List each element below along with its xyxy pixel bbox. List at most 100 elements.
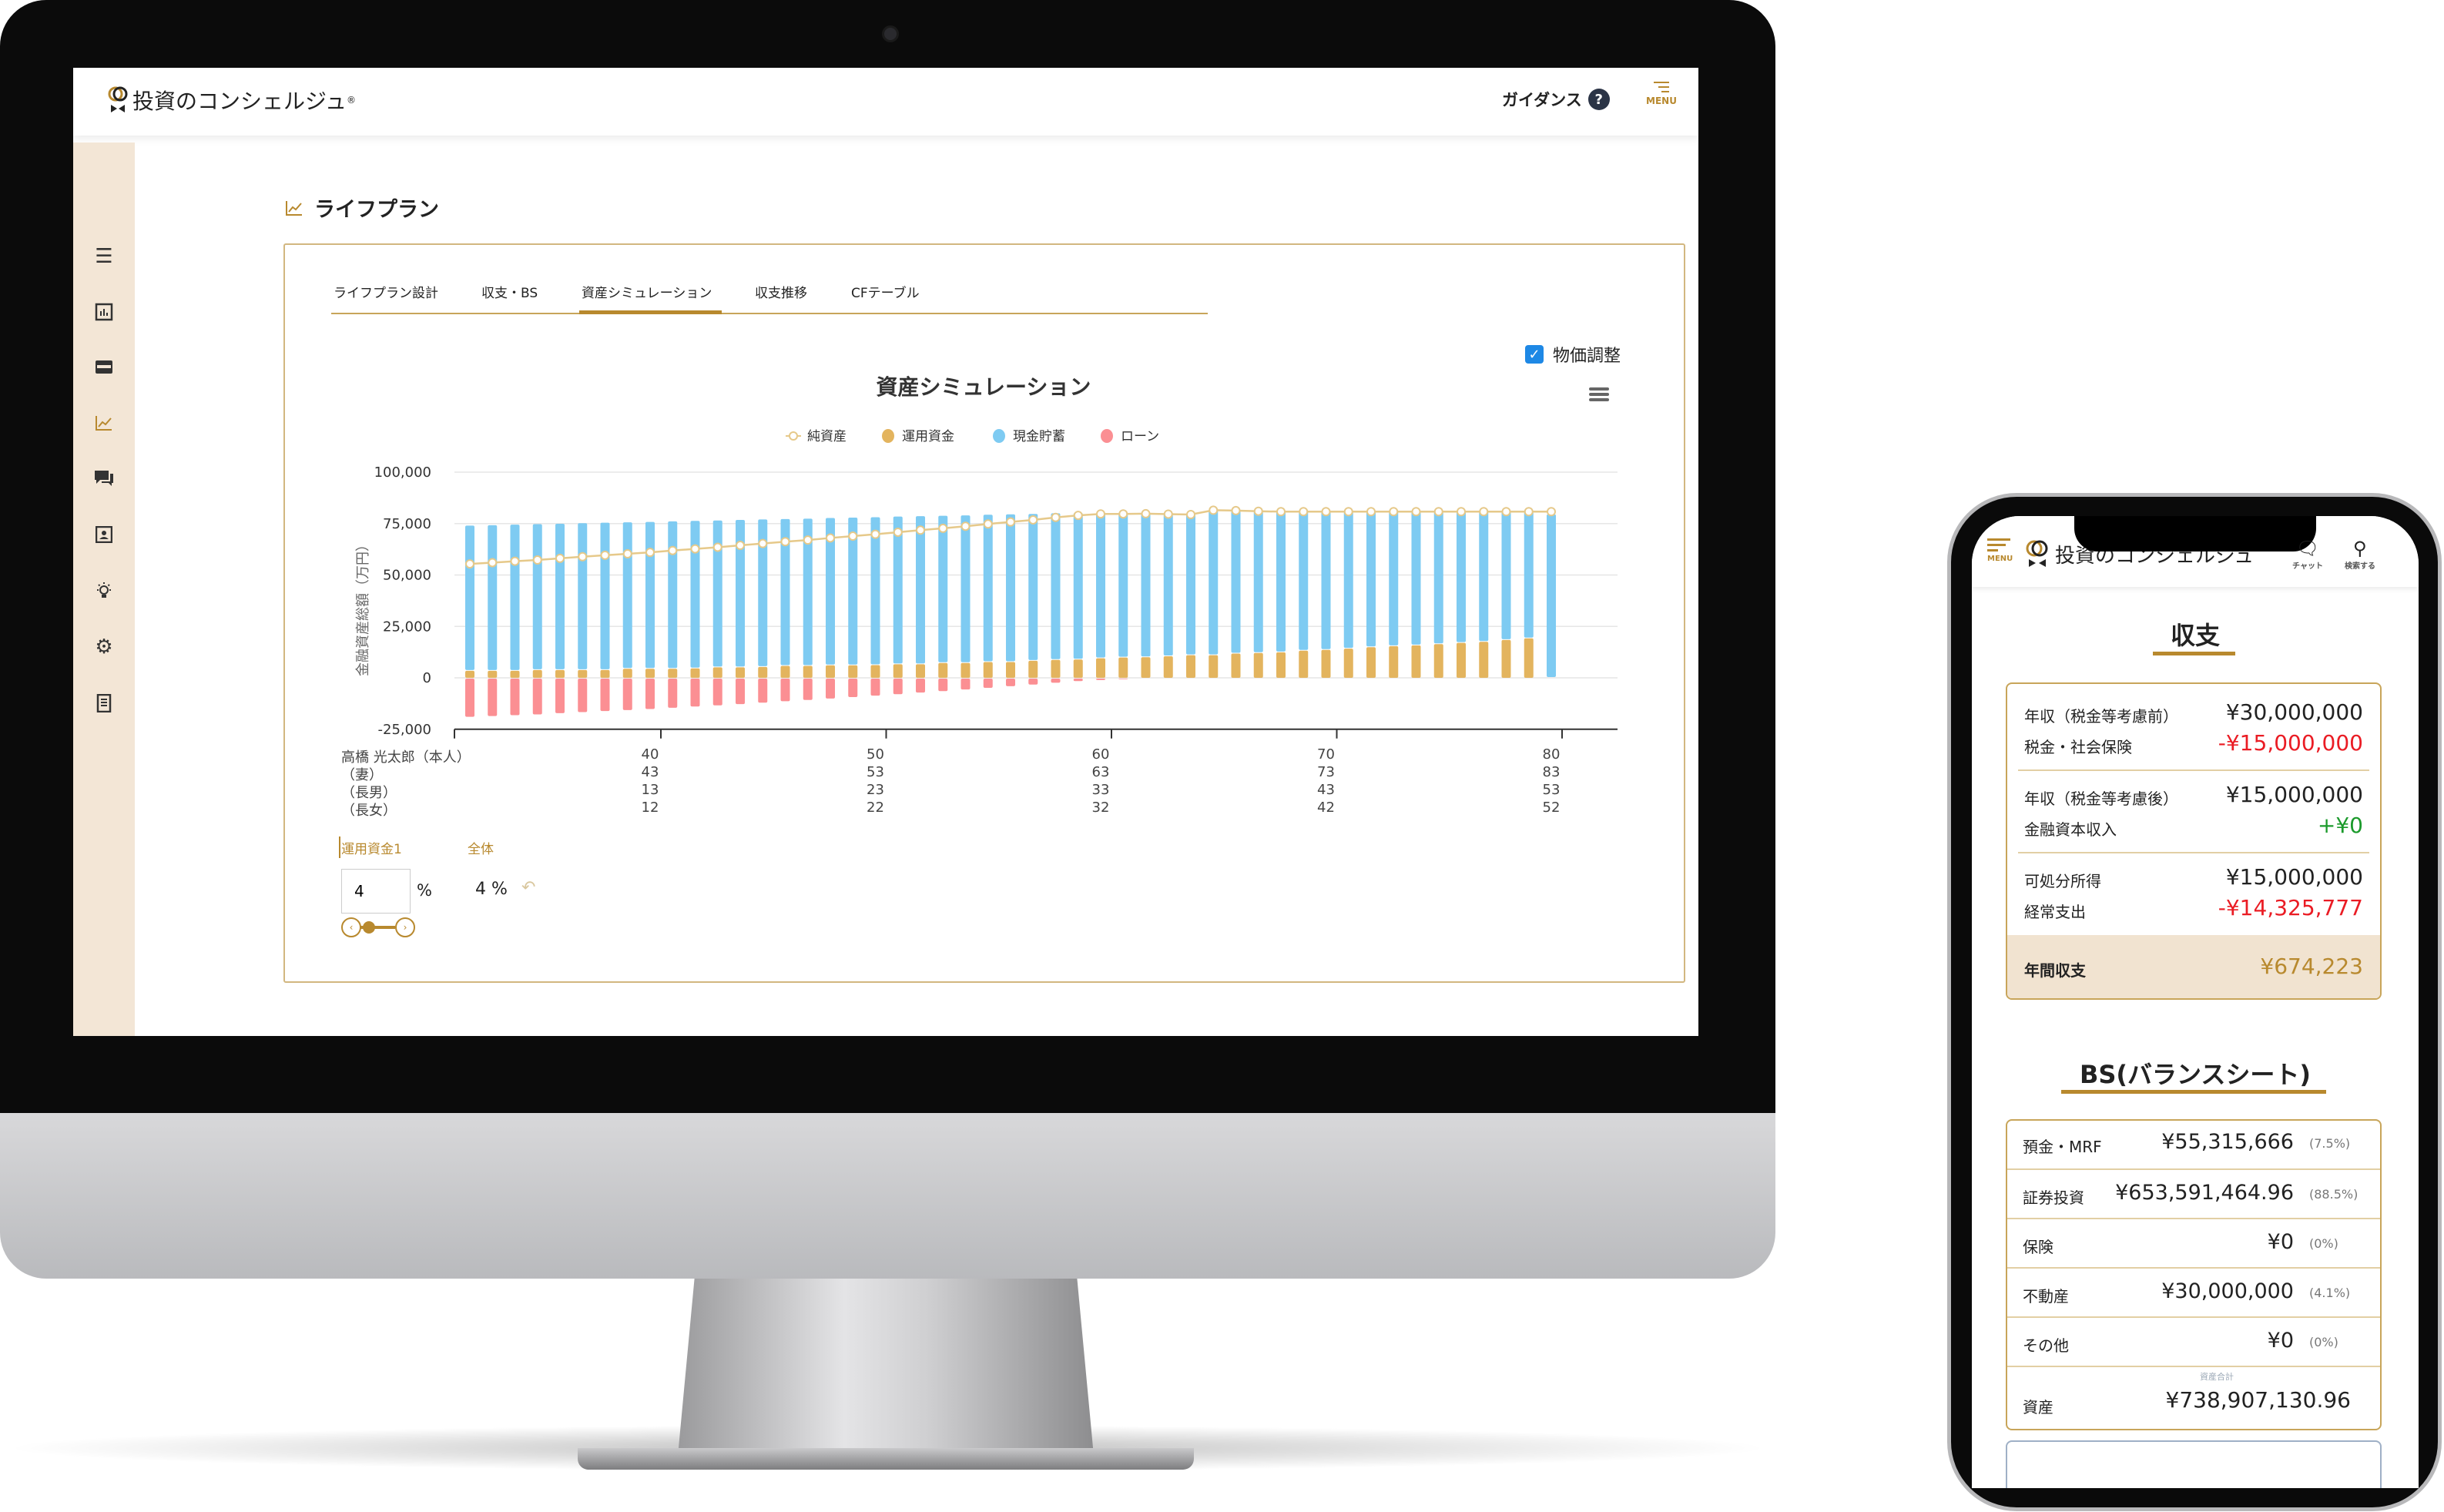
net-asset-point — [1366, 507, 1376, 517]
income-row: 金融資本収入 +¥0 — [2024, 813, 2363, 839]
trend-icon[interactable] — [90, 409, 118, 437]
bar-invest — [870, 665, 880, 678]
bar-invest — [578, 669, 588, 678]
tab-income-bs[interactable]: 収支・BS — [481, 286, 538, 301]
net-asset-point — [1028, 515, 1038, 525]
rate-input[interactable] — [341, 869, 411, 914]
bar-cash — [1501, 511, 1511, 639]
bs-row: 保険 ¥0 (0%) — [2007, 1218, 2380, 1267]
income-title-underline — [2153, 652, 2235, 655]
net-asset-point — [1186, 510, 1195, 520]
tab-fund-1[interactable]: 運用資金1 — [341, 842, 402, 857]
chart-menu-button[interactable] — [1589, 385, 1609, 404]
age-tick-label: 32 — [1091, 800, 1110, 816]
monitor-base — [578, 1448, 1194, 1470]
bar-invest — [961, 662, 971, 678]
search-button[interactable]: ⚲ 検索する — [2338, 538, 2382, 571]
age-tick-label: 50 — [867, 746, 884, 763]
age-tick-label: 52 — [1542, 800, 1561, 816]
net-asset-point — [1501, 507, 1511, 517]
rate-slider[interactable]: ‹ › — [341, 917, 415, 937]
net-asset-point — [1096, 509, 1105, 519]
net-asset-point — [983, 519, 993, 529]
brand-logo[interactable]: 投資のコンシェルジュ ® — [108, 85, 356, 116]
bar-invest — [848, 665, 858, 678]
total-caption: 資産合計 — [2200, 1372, 2234, 1382]
tab-lifeplan-design[interactable]: ライフプラン設計 — [334, 286, 438, 301]
legend-marker-icon — [789, 431, 798, 441]
bar-invest — [916, 664, 925, 678]
bar-invest — [1321, 649, 1331, 678]
chat-button[interactable]: 🗨 チャット — [2286, 538, 2329, 571]
slider-decrease-icon[interactable]: ‹ — [341, 917, 361, 937]
tab-asset-simulation[interactable]: 資産シミュレーション — [582, 286, 712, 301]
tab-cf-table[interactable]: CFテーブル — [851, 286, 920, 301]
card-icon[interactable] — [90, 354, 118, 381]
net-asset-point — [870, 529, 880, 539]
y-tick-label: 100,000 — [374, 464, 431, 481]
bar-cash — [780, 518, 790, 665]
bar-invest — [510, 670, 520, 678]
income-row: 税金・社会保険 -¥15,000,000 — [2024, 730, 2363, 756]
slider-thumb[interactable] — [363, 921, 375, 934]
net-asset-point — [532, 555, 542, 565]
bar-invest — [1253, 652, 1263, 678]
inflation-checkbox[interactable]: ✓ 物価調整 — [1525, 342, 1621, 367]
net-asset-point — [736, 541, 745, 551]
bar-invest — [938, 662, 948, 678]
bar-cash — [1276, 511, 1286, 652]
checkbox-checked-icon[interactable]: ✓ — [1525, 345, 1544, 364]
bar-cash — [870, 517, 880, 665]
chat-icon[interactable] — [90, 464, 118, 492]
income-row: 経常支出 -¥14,325,777 — [2024, 895, 2363, 921]
y-tick-label: 75,000 — [383, 516, 431, 532]
bar-cash — [1141, 513, 1151, 657]
menu-icon[interactable]: ☰ — [95, 245, 113, 268]
menu-button[interactable]: MENU — [1644, 79, 1678, 106]
total-value: ¥738,907,130.96 — [2165, 1387, 2351, 1413]
bar-loan — [1028, 679, 1038, 685]
net-asset-point — [1276, 507, 1286, 517]
chart-icon[interactable] — [90, 298, 118, 326]
bs-row: 不動産 ¥30,000,000 (4.1%) — [2007, 1267, 2380, 1316]
age-tick-label: 22 — [867, 800, 884, 816]
rings-logo-icon — [108, 86, 128, 112]
legend-marker-icon — [882, 429, 894, 443]
desktop-screen: 投資のコンシェルジュ ® ガイダンス ? MENU ☰ ⚙ ライフプラン ライフ… — [73, 68, 1698, 1036]
profile-icon[interactable] — [90, 521, 118, 548]
trend-icon — [286, 200, 302, 216]
net-asset-point — [1118, 509, 1128, 519]
bar-cash — [736, 519, 745, 667]
age-row-label-wife: （妻） — [341, 767, 383, 783]
bar-cash — [1366, 511, 1376, 647]
age-tick-label: 73 — [1317, 764, 1335, 780]
overall-rate-value: 4 % — [475, 880, 508, 899]
income-title: 収支 — [2170, 621, 2220, 650]
bar-cash — [1051, 513, 1061, 659]
monitor-chin — [0, 1113, 1775, 1279]
slider-increase-icon[interactable]: › — [395, 917, 415, 937]
net-asset-point — [916, 525, 925, 535]
gear-icon[interactable]: ⚙ — [95, 635, 113, 659]
income-row: 可処分所得 ¥15,000,000 — [2024, 864, 2363, 890]
guidance-button[interactable]: ガイダンス ? — [1502, 88, 1610, 111]
net-asset-point — [961, 521, 971, 531]
next-card — [2006, 1440, 2382, 1488]
mobile-menu-button[interactable]: MENU — [1987, 536, 2013, 563]
legend-label: 純資産 — [807, 429, 847, 444]
tab-overall[interactable]: 全体 — [468, 842, 494, 857]
age-tick-label: 33 — [1091, 782, 1110, 798]
bar-loan — [645, 679, 655, 709]
guidance-label: ガイダンス — [1502, 91, 1582, 109]
bar-invest — [1231, 653, 1241, 678]
reset-icon[interactable]: ↶ — [521, 878, 536, 897]
bar-loan — [961, 679, 971, 690]
document-icon[interactable] — [90, 689, 118, 717]
bar-invest — [645, 669, 655, 678]
bar-cash — [1411, 511, 1421, 645]
tab-income-trend[interactable]: 収支推移 — [755, 286, 807, 301]
legend-marker-icon — [1101, 429, 1113, 443]
annual-balance-value: ¥674,223 — [2260, 954, 2363, 979]
bulb-icon[interactable] — [90, 577, 118, 605]
income-row: 年収（税金等考慮後） ¥15,000,000 — [2024, 782, 2363, 808]
